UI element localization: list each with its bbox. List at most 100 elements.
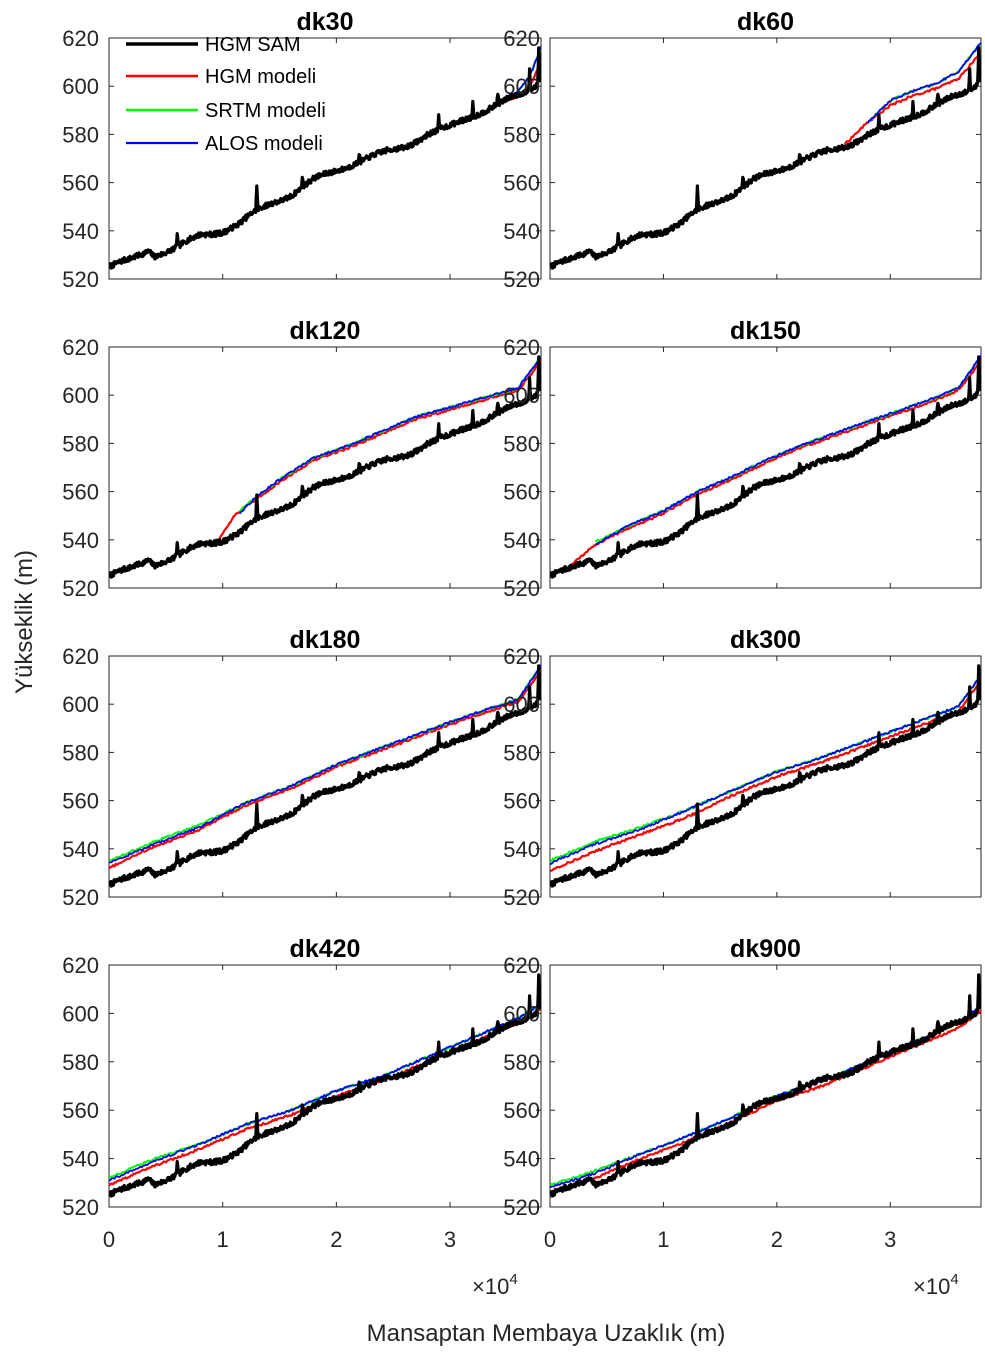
series-alos-modeli — [109, 664, 541, 864]
series-alos-modeli — [595, 355, 981, 546]
y-tick-label: 600 — [503, 1001, 540, 1026]
x-exponent-power: 4 — [509, 1271, 517, 1288]
y-tick-label: 620 — [62, 26, 99, 51]
y-tick-label: 520 — [503, 1195, 540, 1220]
y-tick-label: 560 — [62, 480, 99, 505]
series-group — [109, 355, 541, 579]
series-hgm-modeli — [566, 360, 981, 571]
y-tick-label: 520 — [62, 576, 99, 601]
y-tick-label: 600 — [62, 383, 99, 408]
y-tick-label: 620 — [503, 335, 540, 360]
x-tick-label: 1 — [657, 1227, 669, 1252]
subplot-title: dk180 — [290, 626, 361, 654]
y-tick-label: 540 — [503, 528, 540, 553]
y-tick-label: 600 — [503, 74, 540, 99]
series-alos-modeli — [866, 42, 981, 124]
plot-area — [549, 37, 982, 280]
y-tick-label: 580 — [503, 740, 540, 765]
y-tick-label: 560 — [503, 1098, 540, 1123]
y-tick-label: 600 — [503, 692, 540, 717]
subplot-title: dk420 — [290, 935, 361, 963]
subplot-dk30: dk30 520 540 560 580 600 620 — [62, 8, 542, 292]
y-tick-label: 580 — [503, 431, 540, 456]
series-hgm-modeli — [550, 678, 981, 872]
y-tick-label: 620 — [503, 644, 540, 669]
legend-label: HGM SAM — [205, 34, 301, 56]
plot-area — [549, 346, 982, 589]
y-tick-label: 560 — [503, 171, 540, 196]
y-tick-label: 560 — [503, 789, 540, 814]
series-hgm-sam — [550, 973, 981, 1198]
legend-label: HGM modeli — [205, 66, 316, 88]
x-tick-label: 2 — [771, 1227, 783, 1252]
y-tick-label: 580 — [503, 122, 540, 147]
series-hgm-modeli — [216, 359, 541, 544]
series-group — [109, 664, 541, 888]
y-tick-label: 620 — [62, 953, 99, 978]
y-tick-label: 540 — [62, 837, 99, 862]
global-labels: Yükseklik (m) Mansaptan Membaya Uzaklık … — [11, 550, 959, 1347]
x-exponent-left: ×104 — [472, 1271, 518, 1299]
legend-entry: SRTM modeli — [126, 100, 326, 122]
subplot-title: dk60 — [737, 8, 794, 36]
series-hgm-sam — [109, 46, 541, 270]
legend-label: SRTM modeli — [205, 100, 326, 122]
y-tick-label: 580 — [62, 740, 99, 765]
y-tick-label: 520 — [62, 885, 99, 910]
subplot-title: dk300 — [730, 626, 801, 654]
x-tick-label: 1 — [217, 1227, 229, 1252]
series-alos-modeli — [238, 356, 541, 515]
y-tick-label: 600 — [62, 1001, 99, 1026]
y-tick-label: 580 — [62, 431, 99, 456]
y-tick-label: 540 — [62, 219, 99, 244]
subplot-grid: dk30 520 540 560 580 600 620 dk60 520 540 560 580 60… — [62, 8, 982, 1252]
y-tick-label: 580 — [503, 1050, 540, 1075]
y-tick-label: 620 — [62, 644, 99, 669]
subplot-dk300: dk300 520 540 560 580 600 620 — [503, 626, 982, 910]
series-group — [550, 664, 981, 888]
plot-area — [108, 655, 542, 898]
series-hgm-sam — [109, 973, 541, 1198]
series-hgm-sam — [550, 355, 981, 579]
series-hgm-sam — [109, 355, 541, 579]
subplot-dk120: dk120 520 540 560 580 600 620 — [62, 317, 542, 601]
plot-area — [108, 37, 542, 280]
x-tick-label: 3 — [444, 1227, 456, 1252]
subplot-title: dk30 — [297, 8, 354, 36]
y-tick-label: 520 — [503, 885, 540, 910]
series-hgm-sam — [550, 664, 981, 888]
x-tick-label: 0 — [544, 1227, 556, 1252]
y-tick-label: 620 — [503, 26, 540, 51]
x-tick-label: 3 — [884, 1227, 896, 1252]
x-exponent-right: ×104 — [913, 1271, 959, 1299]
y-tick-label: 540 — [503, 1147, 540, 1172]
y-tick-label: 540 — [62, 1147, 99, 1172]
plot-area — [549, 964, 982, 1208]
legend: HGM SAM HGM modeli SRTM modeli ALOS modeli — [126, 34, 326, 155]
series-alos-modeli — [109, 1003, 541, 1182]
legend-label: ALOS modeli — [205, 133, 323, 155]
x-tick-label: 2 — [330, 1227, 342, 1252]
series-group — [550, 42, 981, 270]
plot-area — [108, 346, 542, 589]
y-tick-label: 600 — [62, 692, 99, 717]
y-tick-label: 540 — [503, 219, 540, 244]
subplot-dk150: dk150 520 540 560 580 600 620 — [503, 317, 982, 601]
series-group — [109, 973, 541, 1198]
legend-entry: HGM SAM — [126, 34, 301, 56]
y-tick-label: 560 — [503, 480, 540, 505]
x-tick-label: 0 — [103, 1227, 115, 1252]
subplot-title: dk900 — [730, 935, 801, 963]
subplot-dk420: dk420 520 540 560 580 600 620 0 1 2 3 — [62, 935, 542, 1252]
y-tick-label: 560 — [62, 171, 99, 196]
y-tick-label: 540 — [62, 528, 99, 553]
y-axis-label: Yükseklik (m) — [11, 550, 38, 694]
x-exponent-power: 4 — [950, 1271, 958, 1288]
series-alos-modeli — [550, 673, 981, 865]
subplot-dk900: dk900 520 540 560 580 600 620 0 1 2 3 — [503, 935, 982, 1252]
y-tick-label: 520 — [503, 576, 540, 601]
y-tick-label: 560 — [62, 789, 99, 814]
plot-area — [108, 964, 542, 1208]
y-tick-label: 620 — [503, 953, 540, 978]
